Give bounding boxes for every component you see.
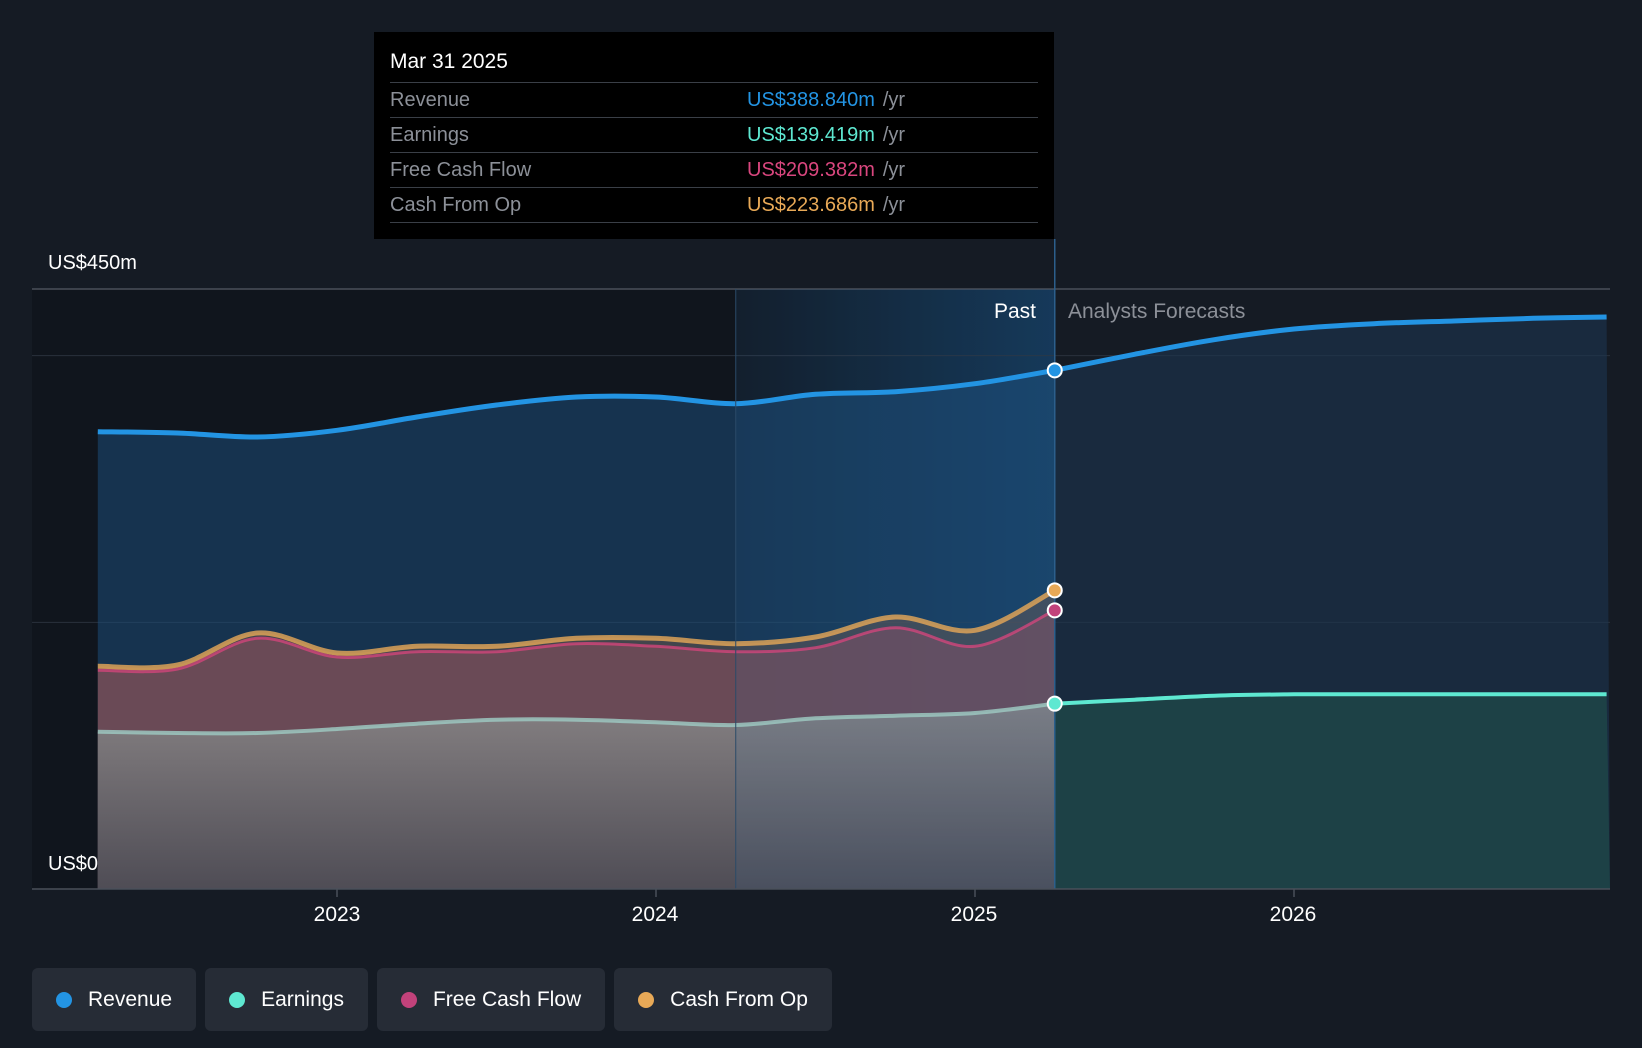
x-tick-label-2023: 2023 — [313, 903, 361, 926]
series-lines — [97, 314, 1607, 736]
tooltip-row-free-cash-flow: Free Cash Flow US$209.382m /yr — [390, 153, 1038, 188]
tooltip-value: US$209.382m — [747, 159, 875, 181]
tooltip-unit: /yr — [882, 89, 906, 111]
tooltip-label: Earnings — [390, 124, 469, 146]
tooltip: Mar 31 2025 Revenue US$388.840m /yr Earn… — [374, 32, 1054, 239]
legend-item-cash-from-op[interactable]: Cash From Op — [614, 968, 832, 1031]
highlight-tint — [735, 289, 1055, 889]
legend-label: Cash From Op — [670, 987, 808, 1011]
x-ticks — [336, 889, 1295, 897]
legend-item-revenue[interactable]: Revenue — [32, 968, 197, 1031]
legend-label: Earnings — [261, 987, 344, 1011]
earnings-area — [97, 703, 1055, 889]
legend-label: Free Cash Flow — [432, 987, 582, 1011]
free-cash-flow-marker — [1046, 602, 1063, 619]
tooltip-row-cash-from-op: Cash From Op US$223.686m /yr — [390, 188, 1038, 223]
tooltip-unit: /yr — [882, 159, 906, 181]
legend-item-free-cash-flow[interactable]: Free Cash Flow — [376, 968, 606, 1031]
tooltip-date: Mar 31 2025 — [390, 42, 1038, 83]
earnings-forecast-line — [1054, 692, 1607, 706]
revenue-forecast-line — [1054, 314, 1607, 373]
tooltip-label: Free Cash Flow — [390, 159, 532, 181]
legend-dot-icon — [638, 991, 655, 1008]
series-markers — [1046, 362, 1063, 712]
free-cash-flow-line — [97, 608, 1056, 674]
x-tick-label-2024: 2024 — [631, 903, 679, 926]
legend-dot-icon — [400, 991, 417, 1008]
earnings-line — [97, 701, 1056, 736]
x-tick-label-2025: 2025 — [950, 903, 998, 926]
tooltip-unit: /yr — [882, 194, 906, 216]
y-axis-bottom-label: US$0 — [48, 853, 99, 875]
tooltip-value: US$139.419m — [747, 124, 875, 146]
forecast-label: Analysts Forecasts — [1068, 300, 1246, 323]
revenue-marker — [1046, 362, 1063, 379]
earnings-forecast-area — [1054, 694, 1610, 889]
tooltip-value: US$388.840m — [747, 89, 875, 111]
tooltip-unit: /yr — [882, 124, 906, 146]
x-tick-label-2026: 2026 — [1269, 903, 1317, 926]
legend-dot-icon — [229, 991, 246, 1008]
legend-label: Revenue — [88, 987, 173, 1011]
series-areas — [97, 289, 1610, 889]
cash-from-op-line — [97, 588, 1056, 671]
revenue-line — [97, 367, 1056, 440]
earnings-marker — [1046, 695, 1063, 712]
legend-item-earnings[interactable]: Earnings — [205, 968, 368, 1031]
tooltip-row-revenue: Revenue US$388.840m /yr — [390, 83, 1038, 118]
tooltip-label: Cash From Op — [390, 194, 522, 216]
tooltip-label: Revenue — [390, 89, 471, 111]
y-axis-top-label: US$450m — [48, 252, 137, 274]
cash-from-op-marker — [1046, 582, 1063, 599]
tooltip-value: US$223.686m — [747, 194, 875, 216]
legend-dot-icon — [56, 991, 72, 1008]
past-label: Past — [993, 300, 1036, 323]
tooltip-row-earnings: Earnings US$139.419m /yr — [390, 118, 1038, 153]
legend: Revenue Earnings Free Cash Flow Cash Fro… — [32, 968, 832, 1031]
